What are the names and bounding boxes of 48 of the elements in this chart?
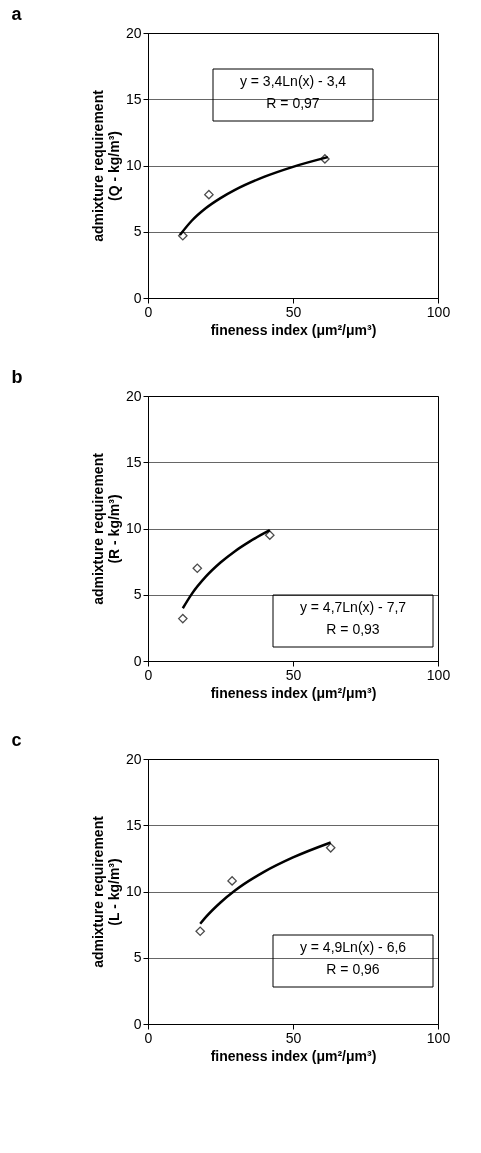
x-tick-label: 50 — [285, 666, 302, 683]
y-axis-title: admixture requirement (R - kg/m³) — [89, 452, 122, 605]
y-tick-label: 15 — [125, 816, 142, 833]
x-axis-title: fineness index (μm²/μm³) — [210, 684, 377, 701]
x-tick-label: 50 — [285, 303, 302, 320]
x-tick-label: 50 — [285, 1029, 302, 1046]
point — [264, 530, 275, 540]
y-tick-label: 20 — [125, 387, 142, 404]
y-tick-label: 20 — [125, 750, 142, 767]
x-tick-label: 0 — [144, 1029, 153, 1046]
point — [177, 613, 188, 624]
x-tick-label: 100 — [426, 666, 451, 683]
y-axis-title: admixture requirement (Q - kg/m³) — [89, 89, 122, 242]
y-tick-label: 5 — [133, 223, 142, 240]
x-axis-title: fineness index (μm²/μm³) — [210, 321, 377, 338]
y-tick-label: 0 — [133, 652, 142, 669]
point — [320, 154, 330, 164]
x-tick-label: 0 — [144, 666, 153, 683]
y-tick-label: 10 — [125, 520, 142, 536]
x-tick-label: 100 — [426, 303, 451, 320]
annotation: y = 4,9Ln(x) - 6,6 — [299, 939, 407, 955]
y-tick-label: 0 — [133, 1015, 142, 1032]
point — [227, 876, 237, 886]
x-tick-label: 100 — [426, 1029, 451, 1046]
annotation: y = 4,7Ln(x) - 7,7 — [299, 599, 407, 615]
chart-title: b — [11, 367, 23, 387]
y-axis-title: admixture requirement (L - kg/m³) — [89, 815, 122, 968]
annotation: R = 0,93 — [326, 621, 380, 637]
point — [204, 189, 214, 200]
y-tick-label: 10 — [125, 157, 142, 173]
chart-title: c — [11, 730, 22, 750]
annotation: R = 0,96 — [326, 961, 380, 977]
point — [195, 926, 206, 937]
chart-title: a — [11, 4, 23, 24]
x-axis-title: fineness index (μm²/μm³) — [210, 1047, 377, 1064]
x-tick-label: 0 — [144, 303, 153, 320]
y-tick-label: 0 — [133, 289, 142, 306]
point — [192, 563, 203, 574]
y-tick-label: 5 — [133, 949, 142, 966]
y-tick-label: 15 — [125, 453, 142, 470]
y-tick-label: 5 — [133, 586, 142, 603]
y-tick-label: 15 — [125, 90, 142, 107]
annotation: R = 0,97 — [266, 95, 320, 111]
y-tick-label: 20 — [125, 24, 142, 41]
point — [325, 842, 336, 853]
annotation: y = 3,4Ln(x) - 3,4 — [239, 73, 347, 89]
y-tick-label: 10 — [125, 883, 142, 899]
point — [177, 230, 188, 241]
